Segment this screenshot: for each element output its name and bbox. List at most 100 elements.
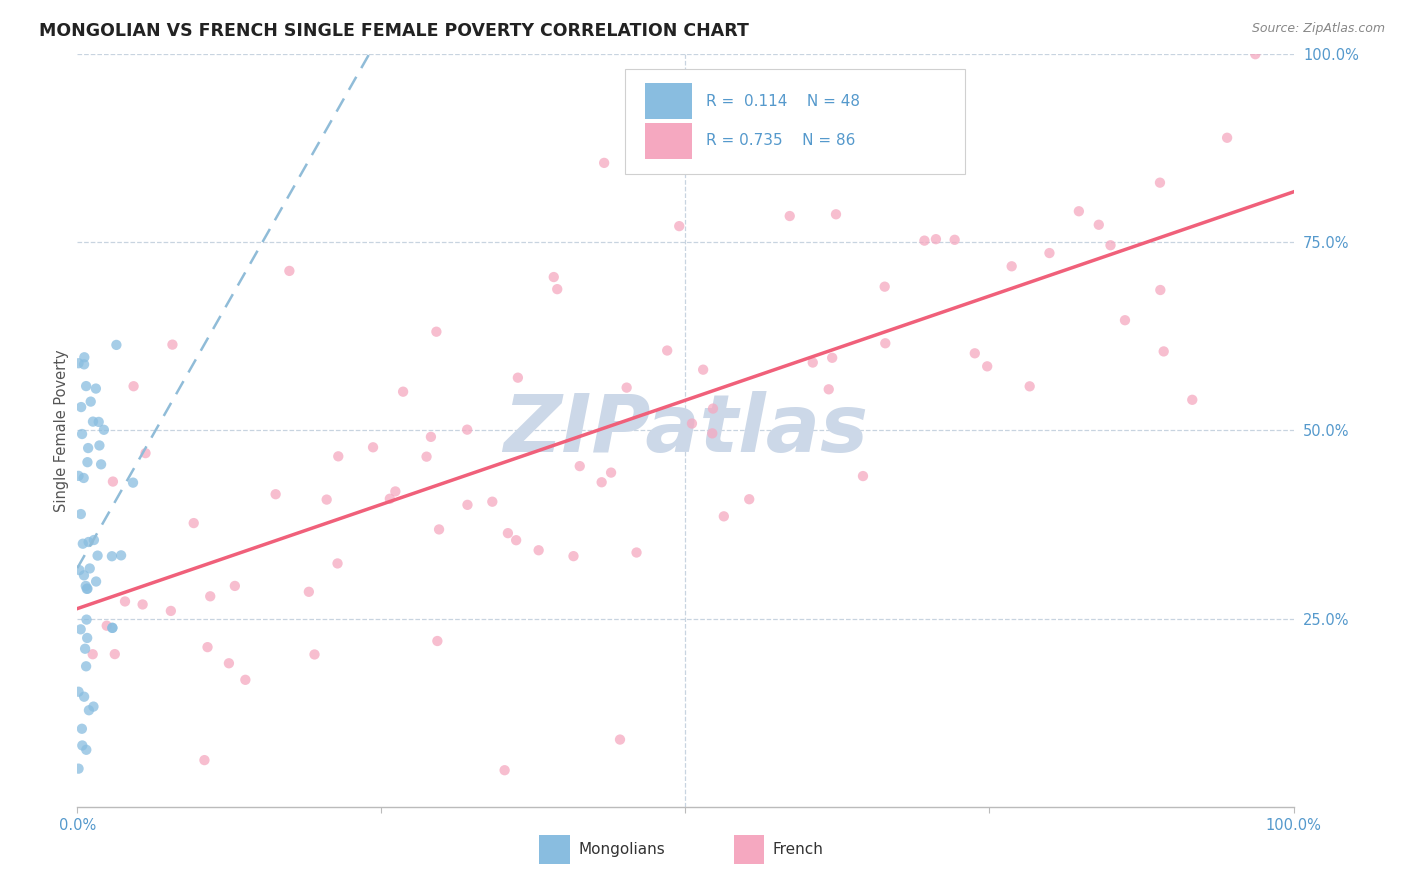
Point (702, 426, 724, 441)
Point (427, 523, 450, 537)
Point (779, 209, 801, 223)
Point (326, 557, 349, 571)
Point (425, 325, 447, 339)
Point (1018, 379, 1040, 393)
Point (73, 351, 96, 365)
Point (135, 446, 157, 460)
Point (912, 234, 935, 248)
Point (82, 415, 104, 429)
Text: MONGOLIAN VS FRENCH SINGLE FEMALE POVERTY CORRELATION CHART: MONGOLIAN VS FRENCH SINGLE FEMALE POVERT… (39, 22, 749, 40)
Point (83, 533, 105, 547)
Point (224, 579, 246, 593)
Point (298, 584, 321, 599)
Point (1244, 47, 1267, 62)
Point (976, 359, 998, 374)
Text: Mongolians: Mongolians (578, 842, 665, 857)
Point (70, 722, 93, 736)
Point (392, 384, 415, 399)
Point (75, 743, 97, 757)
Point (67, 684, 90, 698)
Point (80, 394, 103, 409)
Point (75, 641, 97, 656)
Point (456, 498, 478, 512)
Point (79, 561, 101, 575)
Point (315, 492, 337, 507)
Point (77, 703, 100, 717)
Point (84, 574, 107, 589)
Point (494, 763, 516, 777)
Point (101, 549, 124, 564)
Bar (645, 123, 692, 159)
Point (67, 762, 90, 776)
Point (90, 458, 112, 472)
Point (278, 264, 301, 278)
Point (76, 455, 98, 469)
Point (692, 362, 714, 376)
Point (122, 475, 145, 490)
Point (72, 537, 94, 551)
Text: ZIPatlas: ZIPatlas (503, 392, 868, 469)
Point (825, 207, 848, 221)
Point (75, 659, 97, 673)
Point (419, 430, 441, 444)
Point (546, 282, 568, 296)
Point (93, 423, 115, 437)
Point (593, 156, 616, 170)
Point (304, 648, 326, 662)
Point (73, 690, 96, 704)
Point (73, 471, 96, 485)
Point (114, 594, 136, 608)
Point (87, 415, 110, 429)
Point (1099, 238, 1122, 252)
Point (1038, 246, 1060, 260)
Point (76, 582, 98, 596)
Point (86, 549, 108, 563)
Point (76, 631, 98, 645)
Point (235, 673, 257, 687)
Point (963, 346, 986, 360)
Point (69, 507, 91, 521)
Point (73, 568, 96, 582)
Point (1181, 392, 1204, 407)
Point (77, 441, 100, 455)
Point (104, 647, 127, 661)
Point (821, 351, 844, 365)
Point (160, 604, 183, 618)
Point (616, 381, 638, 395)
Point (84, 382, 107, 396)
Bar (645, 83, 692, 120)
Point (384, 484, 406, 499)
Point (713, 509, 735, 524)
Point (426, 634, 449, 648)
Point (702, 401, 724, 416)
Y-axis label: Single Female Poverty: Single Female Poverty (53, 349, 69, 512)
Point (415, 450, 437, 464)
Point (496, 526, 519, 541)
Point (101, 621, 124, 635)
Point (873, 279, 896, 293)
Point (527, 543, 550, 558)
Point (69, 623, 91, 637)
Point (626, 545, 648, 559)
Point (591, 475, 613, 490)
Point (738, 492, 761, 507)
Point (218, 657, 240, 671)
Point (852, 469, 875, 483)
Point (681, 417, 703, 431)
Point (1149, 176, 1171, 190)
Point (817, 382, 839, 396)
Point (801, 355, 824, 369)
Point (75, 379, 97, 393)
Text: French: French (773, 842, 824, 857)
Point (505, 533, 527, 548)
Point (162, 337, 184, 351)
Point (76, 613, 98, 627)
Point (562, 549, 585, 563)
Point (543, 270, 565, 285)
Point (1114, 313, 1136, 327)
Text: Source: ZipAtlas.com: Source: ZipAtlas.com (1251, 22, 1385, 36)
Point (70, 400, 93, 414)
Point (101, 621, 124, 635)
Point (110, 549, 132, 563)
Point (600, 466, 623, 480)
